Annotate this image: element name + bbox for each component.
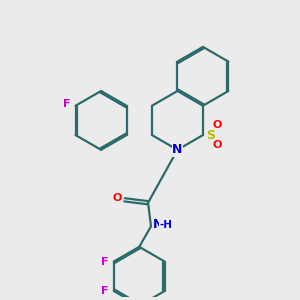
Text: F: F — [100, 256, 108, 267]
Text: N: N — [153, 218, 164, 231]
Text: F: F — [63, 99, 70, 109]
Text: O: O — [112, 193, 122, 203]
Text: O: O — [213, 140, 222, 150]
Text: F: F — [100, 286, 108, 296]
Text: -H: -H — [160, 220, 173, 230]
Text: O: O — [213, 120, 222, 130]
Text: N: N — [172, 143, 183, 156]
Text: S: S — [206, 129, 215, 142]
